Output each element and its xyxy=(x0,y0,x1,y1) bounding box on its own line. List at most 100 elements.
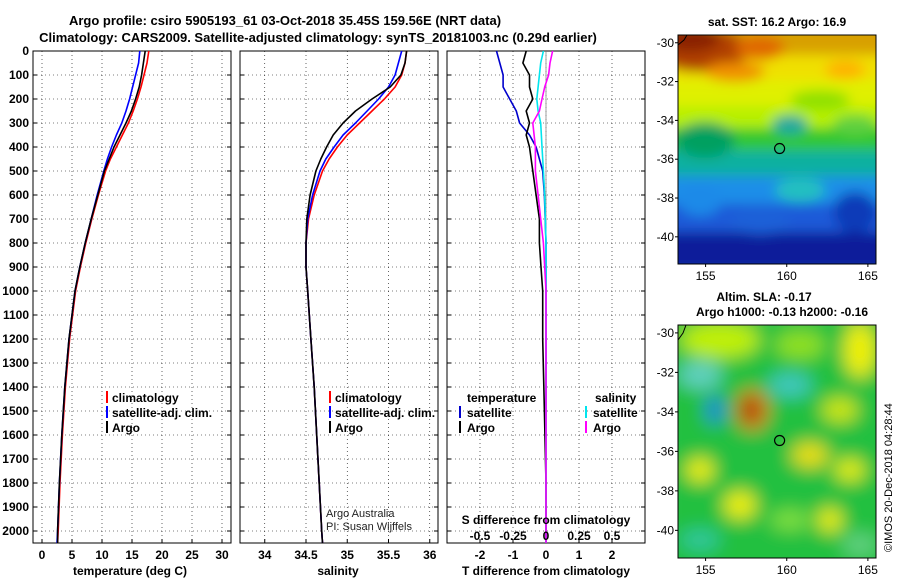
map-y-tick-label: -32 xyxy=(657,365,675,379)
sst-float-position-marker xyxy=(773,142,786,155)
legend-s-argo-label: Argo xyxy=(593,421,621,435)
depth-tick-label: 300 xyxy=(9,116,29,130)
x-tick-label: 35.5 xyxy=(377,548,401,562)
map-y-tick-label: -30 xyxy=(657,326,675,340)
series-line-salinity-satellite xyxy=(535,50,547,543)
temperature-panel-frame xyxy=(32,50,232,544)
argo-australia-annotation: Argo Australia xyxy=(326,508,395,520)
depth-tick-label: 600 xyxy=(9,188,29,202)
depth-tick-label: 700 xyxy=(9,212,29,226)
sla-map-axes: -30 -32 -34 -36 -38 -40 155 160 165 xyxy=(657,326,879,577)
depth-tick-label: 1100 xyxy=(3,308,29,322)
salinity-legend: climatology satellite-adj. clim. Argo xyxy=(329,391,435,435)
map-y-tick-label: -36 xyxy=(657,152,675,166)
map-y-tick-label: -38 xyxy=(657,191,675,205)
x-tick-label: 20 xyxy=(155,548,169,562)
legend-salinity-title: salinity xyxy=(595,391,637,405)
series-line-climatology xyxy=(305,50,408,544)
sst-map-title: sat. SST: 16.2 Argo: 16.9 xyxy=(708,15,847,29)
x-tick-labels: 0 5 10 15 20 25 30 34 34.5 35 35.5 36 -2 -1 0 1 2 -0.5 -0.… xyxy=(39,529,621,562)
legend-s-satellite-label: satellite xyxy=(593,406,638,420)
x-tick-label: 0 xyxy=(543,548,550,562)
legend-satellite-label: satellite-adj. clim. xyxy=(335,406,435,420)
s-tick-label: -0.5 xyxy=(470,529,491,543)
x-tick-label: 30 xyxy=(215,548,229,562)
depth-tick-label: 800 xyxy=(9,236,29,250)
depth-tick-label: 1600 xyxy=(2,428,29,442)
sst-map-frame xyxy=(677,34,877,265)
depth-gridlines xyxy=(33,50,645,532)
legend-argo-label: Argo xyxy=(335,421,363,435)
x-tick-label: 15 xyxy=(125,548,139,562)
depth-tick-label: 400 xyxy=(9,140,29,154)
sla-map-frame xyxy=(677,324,877,559)
series-line-temperature-satellite xyxy=(495,50,547,543)
map-y-tick-label: -38 xyxy=(657,484,675,498)
s-tick-label: 0.5 xyxy=(604,529,621,543)
s-tick-label: 0 xyxy=(543,529,550,543)
map-x-tick-label: 160 xyxy=(777,563,797,577)
x-tick-label: 10 xyxy=(95,548,109,562)
map-x-tick-label: 165 xyxy=(858,563,878,577)
temperature-axis-label: temperature (deg C) xyxy=(73,564,187,578)
sst-map-image xyxy=(678,35,876,264)
figure-title-line1: Argo profile: csiro 5905193_61 03-Oct-20… xyxy=(69,13,501,28)
legend-t-satellite-label: satellite xyxy=(467,406,512,420)
depth-tick-label: 1500 xyxy=(2,404,29,418)
s-difference-axis-label: S difference from climatology xyxy=(462,513,631,527)
x-tick-label: 0 xyxy=(39,548,46,562)
salinity-panel-frame xyxy=(239,50,439,544)
series-line-satellite-adj-clim- xyxy=(305,50,403,544)
x-tick-label: 36 xyxy=(423,548,437,562)
difference-legend: temperature satellite Argo salinity sate… xyxy=(459,391,638,435)
depth-tick-label: 100 xyxy=(9,68,29,82)
temperature-legend: climatology satellite-adj. clim. Argo xyxy=(106,391,212,435)
sla-map-title-line2: Argo h1000: -0.13 h2000: -0.16 xyxy=(696,305,868,319)
x-tick-label: 1 xyxy=(576,548,583,562)
depth-tick-label: 1700 xyxy=(2,452,29,466)
s-tick-label: 0.25 xyxy=(567,529,591,543)
depth-tick-label: 900 xyxy=(9,260,29,274)
series-line-argo xyxy=(305,50,408,544)
map-y-tick-label: -40 xyxy=(657,523,675,537)
sla-map-title-line1: Altim. SLA: -0.17 xyxy=(716,290,812,304)
map-y-tick-label: -34 xyxy=(657,405,675,419)
t-difference-axis-label: T difference from climatology xyxy=(462,564,630,578)
pi-annotation: PI: Susan Wijffels xyxy=(326,521,412,533)
depth-axis: 0 100 200 300 400 500 600 700 800 900 1000 1100 1200… xyxy=(2,44,29,538)
figure-title-line2: Climatology: CARS2009. Satellite-adjuste… xyxy=(39,30,597,45)
series-line-climatology xyxy=(56,50,150,544)
sla-float-position-marker xyxy=(773,434,786,447)
legend-climatology-label: climatology xyxy=(335,391,402,405)
legend-argo-label: Argo xyxy=(112,421,140,435)
map-x-tick-label: 160 xyxy=(777,269,797,283)
x-tick-label: 34 xyxy=(258,548,272,562)
depth-tick-label: 1200 xyxy=(2,332,29,346)
salinity-curves xyxy=(264,50,431,544)
s-tick-label: -0.25 xyxy=(499,529,527,543)
temperature-curves xyxy=(41,50,223,544)
sst-map-axes: -30 -32 -34 -36 -38 -40 155 160 165 xyxy=(657,36,879,283)
x-tick-label: 5 xyxy=(69,548,76,562)
map-x-tick-label: 165 xyxy=(858,269,878,283)
depth-tick-label: 1800 xyxy=(2,476,29,490)
series-line-salinity-argo xyxy=(531,50,554,543)
salinity-axis-label: salinity xyxy=(317,564,359,578)
x-tick-label: -1 xyxy=(508,548,519,562)
map-y-tick-label: -34 xyxy=(657,113,675,127)
map-y-tick-label: -36 xyxy=(657,444,675,458)
depth-tick-label: 1900 xyxy=(2,500,29,514)
sla-coastline xyxy=(677,324,687,341)
depth-tick-label: 1000 xyxy=(2,284,29,298)
sla-map-image xyxy=(678,325,876,558)
depth-tick-label: 0 xyxy=(22,44,29,58)
map-y-tick-label: -32 xyxy=(657,75,675,89)
legend-satellite-label: satellite-adj. clim. xyxy=(112,406,212,420)
x-tick-label: 25 xyxy=(185,548,199,562)
x-tick-label: 35 xyxy=(341,548,355,562)
legend-t-argo-label: Argo xyxy=(467,421,495,435)
difference-curves xyxy=(479,50,613,543)
depth-tick-label: 1400 xyxy=(2,380,29,394)
depth-tick-label: 200 xyxy=(9,92,29,106)
